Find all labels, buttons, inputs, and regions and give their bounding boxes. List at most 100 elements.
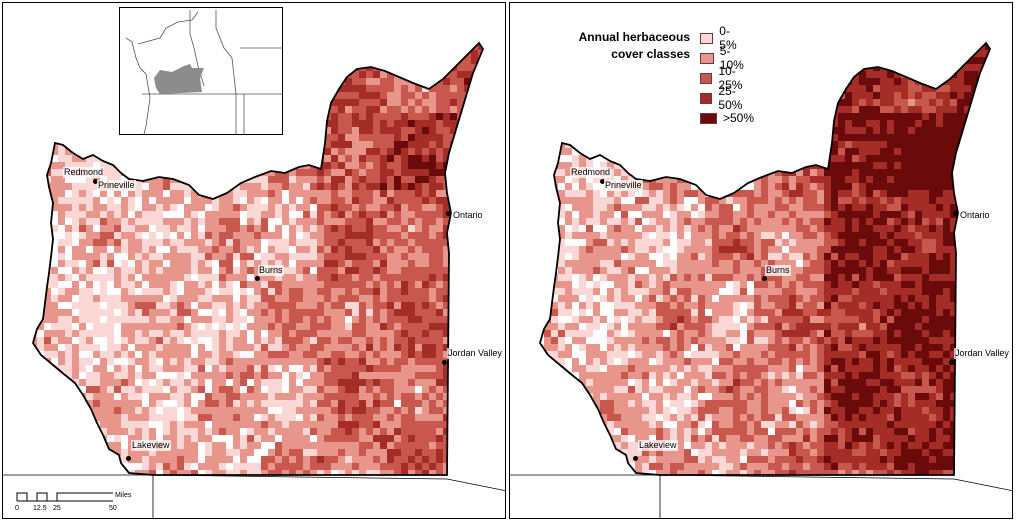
cover-cell [936, 197, 943, 204]
cover-cell [803, 232, 810, 239]
cover-cell [540, 169, 544, 176]
cover-cell [128, 274, 135, 281]
cover-cell [394, 267, 401, 274]
cover-cell-white [72, 295, 79, 302]
cover-cell [478, 358, 483, 365]
cover-cell [359, 190, 366, 197]
cover-cell [254, 281, 261, 288]
cover-cell [754, 134, 761, 141]
cover-cell [450, 372, 457, 379]
cover-cell [478, 225, 483, 232]
cover-cell [331, 162, 338, 169]
cover-cell [44, 337, 51, 344]
cover-cell [394, 169, 401, 176]
cover-cell [429, 302, 436, 309]
cover-cell [485, 442, 492, 449]
cover-cell [971, 155, 978, 162]
cover-cell [366, 78, 373, 85]
cover-cell [992, 232, 999, 239]
cover-cell [740, 169, 747, 176]
cover-cell [65, 225, 72, 232]
cover-cell [352, 190, 359, 197]
cover-cell [677, 197, 684, 204]
cover-cell [789, 197, 796, 204]
cover-cell [436, 288, 443, 295]
cover-cell [775, 169, 782, 176]
cover-cell [796, 183, 803, 190]
cover-cell [107, 393, 114, 400]
cover-cell [331, 232, 338, 239]
cover-cell [684, 155, 691, 162]
cover-cell [485, 274, 492, 281]
cover-cell [408, 372, 415, 379]
cover-cell-white [44, 211, 51, 218]
cover-cell [394, 288, 401, 295]
cover-cell [149, 162, 156, 169]
cover-cell [142, 309, 149, 316]
cover-cell [345, 288, 352, 295]
cover-cell [247, 372, 254, 379]
cover-cell [254, 421, 261, 428]
cover-cell [184, 295, 191, 302]
cover-cell [478, 428, 483, 435]
cover-cell [373, 127, 380, 134]
cover-cell [422, 162, 429, 169]
cover-cell [310, 127, 317, 134]
cover-cell-white [65, 106, 72, 113]
cover-cell-white [51, 253, 58, 260]
cover-cell [394, 281, 401, 288]
cover-cell [324, 169, 331, 176]
cover-cell [894, 204, 901, 211]
cover-cell [380, 337, 387, 344]
cover-cell [415, 218, 422, 225]
cover-cell [530, 162, 537, 169]
cover-cell [268, 470, 275, 475]
cover-cell [72, 428, 79, 435]
cover-cell-white [565, 71, 572, 78]
cover-cell [37, 162, 44, 169]
cover-cell [352, 281, 359, 288]
cover-cell [971, 176, 978, 183]
cover-cell [761, 176, 768, 183]
cover-cell [457, 92, 464, 99]
cover-cell-white [670, 106, 677, 113]
cover-cell [621, 71, 628, 78]
cover-cell [303, 288, 310, 295]
cover-cell [485, 463, 492, 470]
cover-cell [373, 218, 380, 225]
cover-cell [782, 211, 789, 218]
cover-cell [831, 127, 838, 134]
cover-cell [86, 99, 93, 106]
cover-cell [268, 337, 275, 344]
cover-cell [268, 232, 275, 239]
cover-cell [198, 260, 205, 267]
cover-cell [558, 197, 565, 204]
cover-cell [401, 246, 408, 253]
cover-cell [366, 428, 373, 435]
cover-cell [457, 323, 464, 330]
cover-cell [747, 211, 754, 218]
cover-cell [852, 169, 859, 176]
cover-cell [352, 323, 359, 330]
cover-cell [114, 365, 121, 372]
cover-cell [866, 50, 873, 57]
cover-cell [44, 288, 51, 295]
cover-cell [205, 183, 212, 190]
cover-cell-white [33, 204, 37, 211]
cover-cell [471, 456, 478, 463]
cover-cell [957, 113, 964, 120]
cover-cell [289, 274, 296, 281]
cover-cell [471, 372, 478, 379]
cover-cell [191, 134, 198, 141]
cover-cell [198, 365, 205, 372]
cover-cell [282, 330, 289, 337]
cover-cell [93, 246, 100, 253]
cover-cell [831, 211, 838, 218]
cover-cell [345, 365, 352, 372]
cover-cell [387, 288, 394, 295]
cover-cell [677, 218, 684, 225]
cover-cell [149, 267, 156, 274]
cover-cell [684, 211, 691, 218]
cover-cell [831, 78, 838, 85]
cover-cell [908, 190, 915, 197]
